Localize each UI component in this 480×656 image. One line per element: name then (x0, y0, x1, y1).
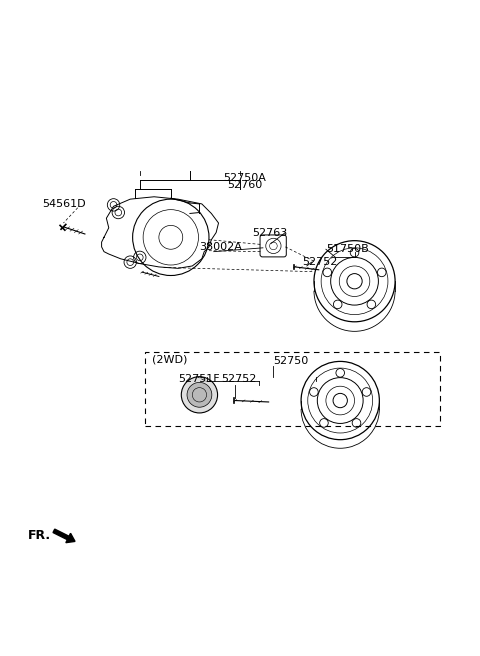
Text: 52751F: 52751F (178, 373, 219, 384)
Bar (144, 352, 441, 426)
Text: 52752: 52752 (302, 257, 337, 267)
Circle shape (181, 377, 217, 413)
Text: 51750B: 51750B (326, 244, 369, 255)
Text: 52750: 52750 (274, 356, 309, 367)
Text: 52763: 52763 (252, 228, 287, 237)
Text: 52760: 52760 (227, 180, 263, 190)
Text: 52752: 52752 (221, 373, 256, 384)
Text: 52750A: 52750A (223, 173, 266, 182)
Text: 38002A: 38002A (199, 242, 242, 252)
FancyArrow shape (53, 529, 75, 543)
Text: FR.: FR. (28, 529, 51, 542)
Text: (2WD): (2WD) (152, 354, 187, 365)
Circle shape (187, 382, 212, 407)
Text: 54561D: 54561D (42, 199, 85, 209)
